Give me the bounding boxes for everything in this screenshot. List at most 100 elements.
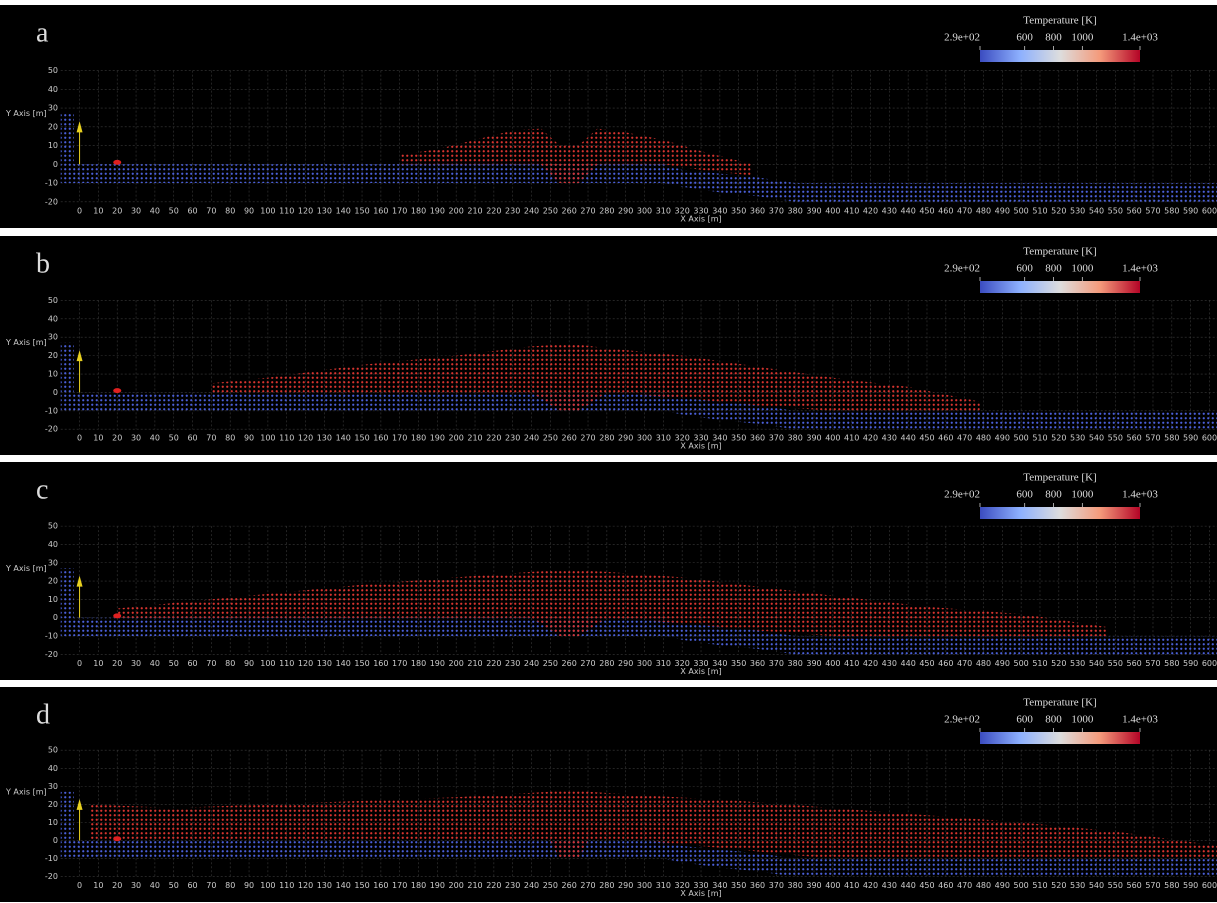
y-axis-title: Y Axis [m] <box>5 338 47 347</box>
x-tick-label: 0 <box>77 206 82 215</box>
panel-label: d <box>36 699 50 730</box>
y-tick-label: -20 <box>45 197 58 206</box>
x-tick-label: 220 <box>486 881 501 890</box>
x-tick-label: 540 <box>1089 659 1104 668</box>
x-tick-label: 440 <box>901 659 916 668</box>
x-tick-label: 190 <box>430 206 445 215</box>
panel: -20-100102030405001020304050607080901001… <box>0 236 1217 455</box>
y-axis-title: Y Axis [m] <box>5 564 47 573</box>
x-tick-label: 100 <box>260 659 275 668</box>
x-tick-label: 270 <box>580 881 595 890</box>
x-tick-label: 60 <box>187 881 197 890</box>
x-tick-label: 250 <box>543 206 558 215</box>
x-tick-label: 560 <box>1126 659 1141 668</box>
x-tick-label: 370 <box>769 434 784 443</box>
x-tick-label: 80 <box>225 659 235 668</box>
panel: -20-100102030405001020304050607080901001… <box>0 462 1217 680</box>
x-tick-label: 250 <box>543 881 558 890</box>
y-tick-label: 30 <box>48 104 58 113</box>
colorbar-title: Temperature [K] <box>1023 472 1096 484</box>
x-tick-label: 130 <box>317 659 332 668</box>
x-tick-label: 550 <box>1108 434 1123 443</box>
x-tick-label: 350 <box>731 659 746 668</box>
x-tick-label: 410 <box>844 881 859 890</box>
x-tick-label: 230 <box>505 434 520 443</box>
x-tick-label: 70 <box>206 434 216 443</box>
x-tick-label: 260 <box>562 434 577 443</box>
x-tick-label: 20 <box>112 434 122 443</box>
y-tick-label: 10 <box>48 370 58 379</box>
x-tick-label: 20 <box>112 206 122 215</box>
x-tick-label: 190 <box>430 881 445 890</box>
colorbar-tick-label: 1000 <box>1071 32 1094 44</box>
x-tick-label: 110 <box>279 659 294 668</box>
x-tick-label: 290 <box>618 206 633 215</box>
colorbar-tick-label: 1000 <box>1071 714 1094 726</box>
x-tick-label: 50 <box>169 206 179 215</box>
y-tick-label: -10 <box>45 179 58 188</box>
x-tick-label: 170 <box>392 659 407 668</box>
x-tick-label: 60 <box>187 434 197 443</box>
x-tick-label: 110 <box>279 881 294 890</box>
x-tick-label: 490 <box>995 659 1010 668</box>
x-tick-label: 360 <box>750 881 765 890</box>
inlet-marker <box>113 388 121 393</box>
y-tick-label: 20 <box>48 577 58 586</box>
x-tick-label: 430 <box>882 206 897 215</box>
x-tick-label: 510 <box>1032 206 1047 215</box>
x-tick-label: 480 <box>976 881 991 890</box>
panel-label: a <box>36 17 49 48</box>
colorbar-title: Temperature [K] <box>1023 697 1096 709</box>
x-tick-label: 190 <box>430 434 445 443</box>
x-tick-label: 550 <box>1108 206 1123 215</box>
x-tick-label: 400 <box>825 434 840 443</box>
inlet-marker <box>113 160 121 165</box>
x-tick-label: 400 <box>825 881 840 890</box>
y-tick-label: 50 <box>48 522 58 531</box>
x-tick-label: 310 <box>656 206 671 215</box>
x-tick-label: 100 <box>260 206 275 215</box>
x-tick-label: 250 <box>543 659 558 668</box>
y-tick-label: 10 <box>48 141 58 150</box>
x-tick-label: 380 <box>788 881 803 890</box>
colorbar <box>980 732 1140 744</box>
x-tick-label: 300 <box>637 206 652 215</box>
x-tick-label: 550 <box>1108 881 1123 890</box>
x-tick-label: 390 <box>806 206 821 215</box>
x-tick-label: 450 <box>919 881 934 890</box>
x-tick-label: 130 <box>317 881 332 890</box>
colorbar-tick-label: 1.4e+03 <box>1122 32 1158 44</box>
x-tick-label: 530 <box>1070 881 1085 890</box>
x-tick-label: 540 <box>1089 434 1104 443</box>
x-tick-label: 600 <box>1202 206 1217 215</box>
x-tick-label: 450 <box>919 206 934 215</box>
x-tick-label: 390 <box>806 881 821 890</box>
x-tick-label: 200 <box>449 881 464 890</box>
x-axis-title: X Axis [m] <box>680 667 721 676</box>
x-tick-label: 270 <box>580 434 595 443</box>
x-tick-label: 60 <box>187 206 197 215</box>
y-tick-label: 40 <box>48 540 58 549</box>
y-tick-label: -10 <box>45 854 58 863</box>
x-tick-label: 40 <box>150 206 160 215</box>
x-tick-label: 430 <box>882 434 897 443</box>
x-tick-label: 10 <box>93 659 103 668</box>
x-tick-label: 380 <box>788 434 803 443</box>
x-tick-label: 50 <box>169 659 179 668</box>
x-tick-label: 200 <box>449 434 464 443</box>
x-tick-label: 550 <box>1108 659 1123 668</box>
x-tick-label: 180 <box>411 434 426 443</box>
x-tick-label: 70 <box>206 206 216 215</box>
x-tick-label: 300 <box>637 434 652 443</box>
x-tick-label: 210 <box>467 881 482 890</box>
y-tick-label: 30 <box>48 782 58 791</box>
x-tick-label: 370 <box>769 206 784 215</box>
x-tick-label: 120 <box>298 881 313 890</box>
x-tick-label: 200 <box>449 206 464 215</box>
colorbar-tick-label: 800 <box>1045 32 1062 44</box>
x-axis-title: X Axis [m] <box>680 214 721 223</box>
inlet-marker <box>113 836 121 841</box>
x-tick-label: 390 <box>806 659 821 668</box>
x-tick-label: 480 <box>976 659 991 668</box>
panel-label: b <box>36 248 50 279</box>
